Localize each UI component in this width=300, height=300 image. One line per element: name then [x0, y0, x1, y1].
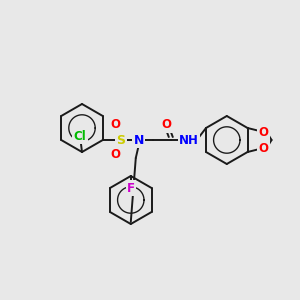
Text: O: O: [259, 142, 269, 154]
Text: F: F: [127, 182, 135, 194]
Text: N: N: [134, 134, 144, 146]
Text: O: O: [259, 125, 269, 139]
Text: NH: NH: [179, 134, 199, 146]
Text: O: O: [111, 118, 121, 131]
Text: O: O: [111, 148, 121, 161]
Text: Cl: Cl: [74, 130, 86, 142]
Text: O: O: [162, 118, 172, 131]
Text: S: S: [116, 134, 125, 146]
